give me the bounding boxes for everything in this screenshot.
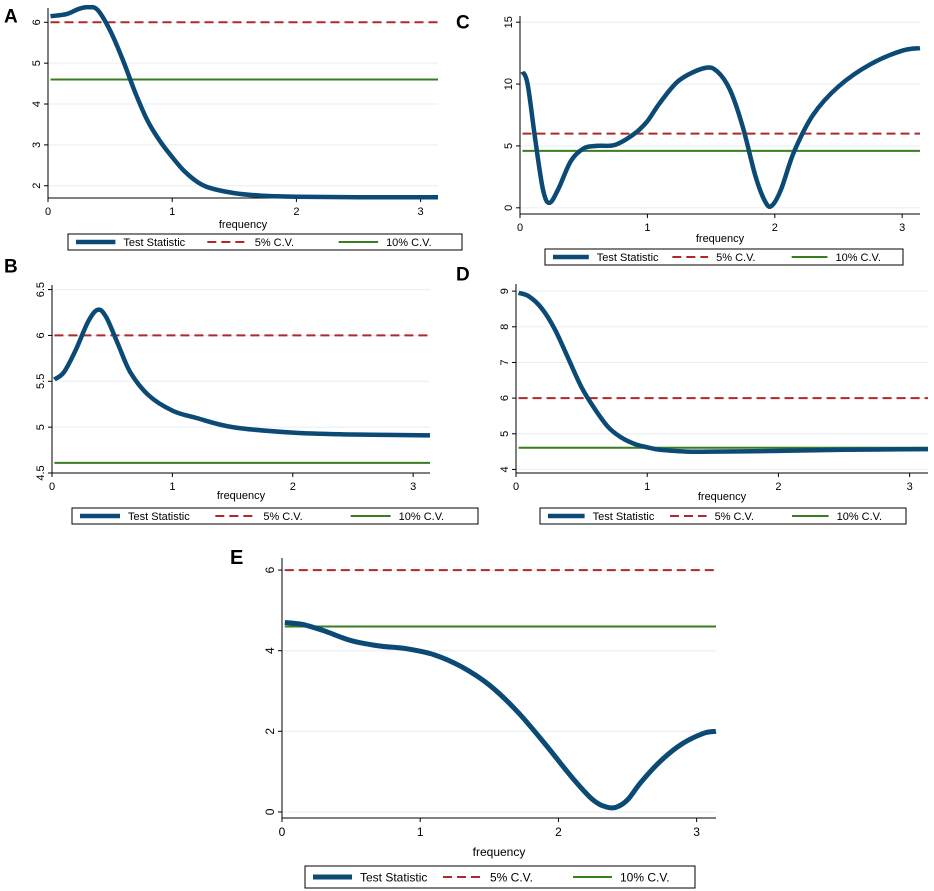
test-statistic-line bbox=[50, 4, 439, 200]
legend-label: Test Statistic bbox=[360, 870, 427, 884]
x-tick-label: 3 bbox=[418, 206, 424, 218]
x-tick-label: 0 bbox=[517, 222, 523, 234]
legend-box bbox=[544, 248, 904, 266]
legend-box bbox=[71, 507, 479, 525]
panel-label: D bbox=[456, 265, 470, 286]
x-tick-label: 1 bbox=[644, 481, 650, 493]
legend-label: 10% C.V. bbox=[837, 511, 882, 523]
y-tick-label: 8 bbox=[499, 324, 511, 330]
legend-label: 10% C.V. bbox=[835, 252, 880, 264]
panel-label: E bbox=[230, 547, 243, 569]
x-tick-label: 3 bbox=[693, 825, 700, 839]
y-tick-label: 7 bbox=[499, 359, 511, 365]
y-tick-label: 5 bbox=[499, 431, 511, 437]
y-tick-label: 4 bbox=[263, 647, 277, 654]
legend-label: 5% C.V. bbox=[716, 252, 755, 264]
y-tick-label: 6 bbox=[263, 566, 277, 573]
x-tick-label: 1 bbox=[169, 481, 175, 493]
panel-a: A 2 3 4 5 6 0 1 2 3 frequency Test Statistic 5% C.V.… bbox=[4, 4, 463, 251]
y-tick-label: 5 bbox=[35, 424, 47, 430]
x-tick-label: 0 bbox=[279, 825, 286, 839]
y-tick-label: 15 bbox=[503, 16, 515, 28]
x-tick-label: 1 bbox=[417, 825, 424, 839]
x-tick-label: 1 bbox=[169, 206, 175, 218]
y-tick-label: 5 bbox=[31, 60, 43, 66]
x-tick-label: 1 bbox=[644, 222, 650, 234]
legend-label: 10% C.V. bbox=[620, 870, 670, 884]
panel-label: A bbox=[4, 7, 18, 28]
x-tick-label: 3 bbox=[899, 222, 905, 234]
legend: Test Statistic 5% C.V. 10% C.V. bbox=[71, 507, 479, 525]
x-tick-label: 3 bbox=[907, 481, 913, 493]
x-tick-label: 2 bbox=[775, 481, 781, 493]
y-tick-label: 5 bbox=[503, 143, 515, 149]
x-tick-label: 2 bbox=[290, 481, 296, 493]
y-tick-label: 0 bbox=[503, 205, 515, 211]
panel-e: E 0 2 4 6 0 1 2 3 frequency Test Statistic 5% C.V. 1… bbox=[230, 547, 717, 889]
x-tick-label: 0 bbox=[45, 206, 51, 218]
legend-label: 5% C.V. bbox=[255, 237, 294, 249]
x-axis-label: frequency bbox=[696, 233, 745, 245]
x-tick-label: 2 bbox=[555, 825, 562, 839]
x-tick-label: 0 bbox=[513, 481, 519, 493]
y-tick-label: 6 bbox=[499, 395, 511, 401]
y-tick-label: 6 bbox=[35, 332, 47, 338]
y-tick-label: 9 bbox=[499, 288, 511, 294]
legend: Test Statistic 5% C.V. 10% C.V. bbox=[544, 248, 904, 266]
panel-c: C 0 5 10 15 0 1 2 3 frequency Test Statistic 5% C.V… bbox=[456, 13, 921, 266]
x-tick-label: 3 bbox=[410, 481, 416, 493]
x-axis-label: frequency bbox=[219, 219, 268, 231]
legend-label: Test Statistic bbox=[597, 252, 659, 264]
y-tick-label: 3 bbox=[31, 142, 43, 148]
test-statistic-line bbox=[520, 45, 921, 210]
legend-label: Test Statistic bbox=[123, 237, 185, 249]
legend-box bbox=[304, 865, 696, 889]
legend-label: 5% C.V. bbox=[263, 511, 302, 523]
test-statistic-line bbox=[284, 620, 717, 811]
panel-label: B bbox=[4, 257, 18, 278]
y-tick-label: 10 bbox=[503, 78, 515, 90]
y-tick-label: 4.5 bbox=[35, 465, 47, 480]
panel-label: C bbox=[456, 13, 470, 34]
legend: Test Statistic 5% C.V. 10% C.V. bbox=[539, 507, 907, 525]
y-tick-label: 6.5 bbox=[35, 282, 47, 297]
legend: Test Statistic 5% C.V. 10% C.V. bbox=[304, 865, 696, 889]
legend-box bbox=[539, 507, 907, 525]
x-tick-label: 2 bbox=[772, 222, 778, 234]
legend-label: 10% C.V. bbox=[386, 237, 431, 249]
y-tick-label: 2 bbox=[263, 728, 277, 735]
x-tick-label: 0 bbox=[49, 481, 55, 493]
legend: Test Statistic 5% C.V. 10% C.V. bbox=[67, 233, 463, 251]
y-tick-label: 6 bbox=[31, 19, 43, 25]
y-tick-label: 2 bbox=[31, 183, 43, 189]
test-statistic-line bbox=[52, 307, 431, 438]
y-tick-label: 4 bbox=[31, 101, 43, 107]
y-tick-label: 0 bbox=[263, 808, 277, 815]
x-axis-label: frequency bbox=[698, 491, 747, 503]
legend-label: 5% C.V. bbox=[715, 511, 754, 523]
legend-label: 10% C.V. bbox=[399, 511, 444, 523]
legend-box bbox=[67, 233, 463, 251]
panel-d: D 4 5 6 7 8 9 0 1 2 3 frequency Test Statistic 5% C.V… bbox=[456, 265, 929, 525]
test-statistic-line bbox=[517, 290, 929, 455]
panel-b: B 4.5 5 5.5 6 6.5 0 1 2 3 frequency Test Statistic 5… bbox=[4, 257, 479, 525]
x-axis-label: frequency bbox=[217, 490, 266, 502]
legend-label: Test Statistic bbox=[128, 511, 190, 523]
x-tick-label: 2 bbox=[293, 206, 299, 218]
y-tick-label: 4 bbox=[499, 466, 511, 472]
x-axis-label: frequency bbox=[473, 845, 526, 859]
legend-label: 5% C.V. bbox=[490, 870, 533, 884]
y-tick-label: 5.5 bbox=[35, 374, 47, 389]
legend-label: Test Statistic bbox=[593, 511, 655, 523]
